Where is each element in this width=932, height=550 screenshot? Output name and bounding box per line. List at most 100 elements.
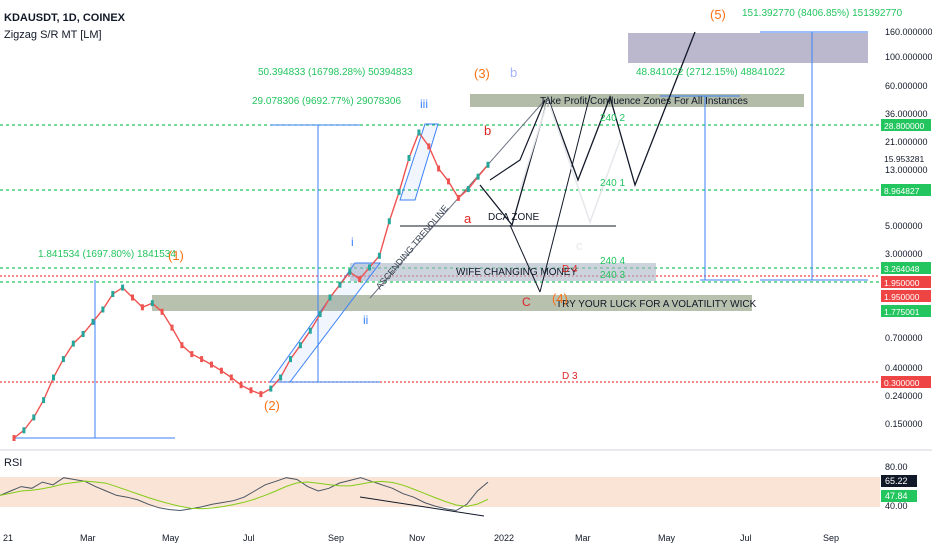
- subwave-b: b: [484, 123, 491, 138]
- price-candle: [140, 304, 144, 311]
- y-tick-label: 0.240000: [885, 391, 923, 401]
- price-candle: [170, 324, 174, 331]
- subwave-iii: iii: [420, 97, 428, 111]
- price-candle: [101, 306, 105, 313]
- measure-label-2: 29.078306 (9692.77%) 29078306: [252, 96, 401, 107]
- rsi-tick-label: 65.22: [885, 476, 908, 486]
- price-candle: [486, 161, 490, 168]
- price-candle: [427, 143, 431, 150]
- price-candle: [200, 356, 204, 363]
- price-candle: [308, 327, 312, 334]
- rsi-divergence-line: [359, 496, 485, 517]
- volatility-wick-label: TRY YOUR LUCK FOR A VOLATILITY WICK: [556, 299, 757, 310]
- price-tag-bg: [881, 152, 931, 164]
- indicator-line: Zigzag S/R MT [LM]: [4, 29, 102, 41]
- price-tag-bg: [881, 305, 931, 317]
- wave-label-5: (5): [710, 7, 726, 22]
- price-candle: [259, 391, 263, 398]
- take-profit-zone[interactable]: [470, 94, 804, 107]
- x-tick-label: Mar: [575, 533, 591, 543]
- y-tick-label: 5.000000: [885, 221, 923, 231]
- price-candle: [387, 218, 391, 225]
- wave-label-3: (3): [474, 66, 490, 81]
- level-d3: D 3: [562, 371, 578, 382]
- x-tick-label: Nov: [409, 533, 426, 543]
- alt-projection: [519, 97, 621, 225]
- x-tick-label: 21: [3, 533, 13, 543]
- price-candle: [160, 308, 164, 315]
- subwave-c: c: [576, 238, 583, 253]
- subwave-a: a: [464, 211, 472, 226]
- price-scale[interactable]: [880, 0, 932, 550]
- price-candle: [219, 367, 223, 374]
- price-tag-label: 1.950000: [884, 292, 920, 302]
- measure-label-5: 151.392770 (8406.85%) 151392770: [742, 8, 903, 19]
- dca-zone-label: DCA ZONE: [488, 212, 539, 223]
- x-tick-label: Jul: [740, 533, 752, 543]
- measure-boxes: [14, 31, 868, 439]
- price-pane[interactable]: [0, 0, 880, 450]
- projection-rise-5: [539, 94, 591, 293]
- price-candle: [12, 435, 16, 441]
- y-tick-label: 3.000000: [885, 249, 923, 259]
- measure-label-4: 48.841022 (2712.15%) 48841022: [636, 67, 785, 78]
- measure-label-1: 1.841534 (1697.80%) 1841534: [38, 249, 176, 260]
- price-candle: [32, 414, 36, 421]
- price-candle: [437, 165, 441, 172]
- price-tag-bg: [881, 376, 931, 388]
- rsi-tick-label: 80.00: [885, 462, 908, 472]
- projection-path-main: [479, 31, 696, 227]
- x-tick-label: Jul: [243, 533, 255, 543]
- price-candle: [71, 340, 75, 347]
- projection-drop-c: [509, 224, 541, 293]
- price-candle: [407, 155, 411, 161]
- x-tick-label: 2022: [494, 533, 514, 543]
- level-240-1: 240 1: [600, 178, 625, 189]
- price-candle: [229, 374, 233, 381]
- price-tags: 28.800000 15.953281 8.964827 3.264048 1.9500…: [881, 119, 931, 388]
- price-candle: [368, 264, 371, 271]
- price-candle: [348, 268, 352, 275]
- wave-label-2: (2): [264, 398, 280, 413]
- price-tag-bg: [881, 119, 931, 131]
- wife-changing-label: WIFE CHANGING MONEY: [456, 267, 577, 278]
- purple-target-zone[interactable]: [628, 33, 868, 63]
- level-240-4: 240 4: [600, 256, 625, 267]
- price-candle: [328, 294, 332, 301]
- price-tag-label: 15.953281: [884, 154, 924, 164]
- rsi-series: [0, 477, 489, 512]
- rsi-tag-bg: [881, 475, 917, 487]
- price-tag-label: 1.950000: [884, 278, 920, 288]
- x-tick-label: Sep: [823, 533, 839, 543]
- wife-changing-zone[interactable]: [350, 263, 656, 281]
- price-tag-label: 1.775001: [884, 307, 920, 317]
- price-candle: [456, 194, 460, 201]
- price-candle: [121, 284, 125, 291]
- price-tag-bg: [881, 290, 931, 302]
- price-candle: [298, 342, 302, 349]
- wave-label-1: (1): [168, 248, 184, 263]
- price-candle: [289, 356, 292, 363]
- time-axis-ticks: 21 Mar May Jul Sep Nov 2022 Mar May Jul Sep: [3, 533, 839, 543]
- price-candle: [318, 311, 322, 318]
- subwave-i: i: [351, 235, 354, 249]
- price-candle: [466, 186, 470, 193]
- volatility-wick-zone[interactable]: [152, 295, 752, 311]
- y-tick-label: 13.000000: [885, 165, 928, 175]
- rsi-tag-bg: [881, 490, 917, 502]
- x-tick-label: May: [658, 533, 676, 543]
- level-d4: D 4: [562, 264, 578, 275]
- price-candle: [61, 356, 65, 363]
- price-candle: [239, 382, 243, 389]
- measure-label-3: 50.394833 (16798.28%) 50394833: [258, 67, 413, 78]
- price-tag-label: 0.300000: [884, 378, 920, 388]
- price-tag-bg: [881, 276, 931, 288]
- price-candle: [269, 385, 273, 392]
- y-tick-label: 60.000000: [885, 81, 928, 91]
- price-candle: [42, 397, 46, 404]
- level-240-2: 240 2: [600, 113, 625, 124]
- price-candle: [377, 252, 381, 259]
- rsi-tick-label: 40.00: [885, 501, 908, 511]
- price-candle: [358, 276, 362, 283]
